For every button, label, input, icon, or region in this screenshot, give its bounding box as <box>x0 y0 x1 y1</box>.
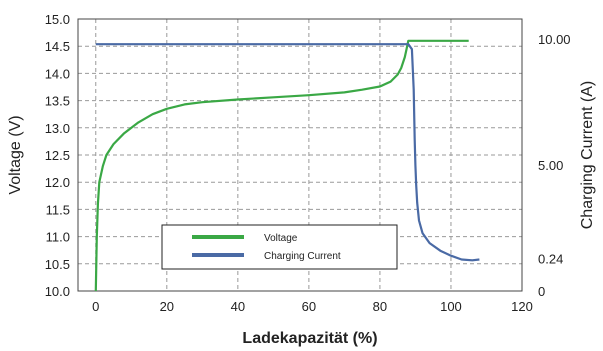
y2-tick-label: 0 <box>538 284 545 299</box>
x-tick-label: 60 <box>302 299 316 314</box>
y-tick-label: 12.5 <box>45 148 70 163</box>
y-tick-label: 10.5 <box>45 257 70 272</box>
series-lines <box>94 39 480 292</box>
y-tick-label: 11.5 <box>46 202 70 217</box>
y2-tick-label: 5.00 <box>538 158 563 173</box>
y-axis-ticks: 10.0 10.5 11.0 11.5 12.0 12.5 13.0 13.5 14.0 14.5… <box>45 12 70 299</box>
y-tick-label: 11.0 <box>46 230 70 245</box>
y-tick-label: 12.0 <box>45 175 70 190</box>
plot-frame <box>77 18 523 292</box>
legend-label: Charging Current <box>264 251 341 262</box>
x-tick-label: 120 <box>511 299 533 314</box>
x-tick-label: 40 <box>231 299 245 314</box>
x-axis-ticks: 0 20 40 60 80 100 120 <box>92 299 533 314</box>
series-line-charging-current <box>95 43 480 262</box>
y2-tick-label: 10.00 <box>538 32 571 47</box>
x-tick-label: 100 <box>440 299 462 314</box>
x-tick-label: 80 <box>373 299 387 314</box>
legend-label: Voltage <box>264 233 298 244</box>
y-axis-label: Voltage (V) <box>7 115 24 194</box>
y-tick-label: 15.0 <box>45 12 70 27</box>
legend: Voltage Charging Current <box>161 224 398 270</box>
y-tick-label: 13.5 <box>45 94 70 109</box>
y-tick-label: 14.0 <box>45 66 70 81</box>
x-tick-label: 20 <box>160 299 174 314</box>
y2-axis-label: Charging Current (A) <box>579 81 596 230</box>
grid-lines <box>78 19 522 291</box>
y-tick-label: 10.0 <box>45 284 70 299</box>
y2-tick-label: 0.24 <box>538 251 563 266</box>
series-line-voltage <box>94 39 469 292</box>
legend-box <box>161 224 398 270</box>
y-tick-label: 14.5 <box>45 39 70 54</box>
x-axis-label: Ladekapazität (%) <box>242 330 377 347</box>
x-tick-label: 0 <box>92 299 99 314</box>
y2-axis-ticks: 10.00 5.00 0.24 0 <box>538 32 571 299</box>
y-tick-label: 13.0 <box>45 121 70 136</box>
